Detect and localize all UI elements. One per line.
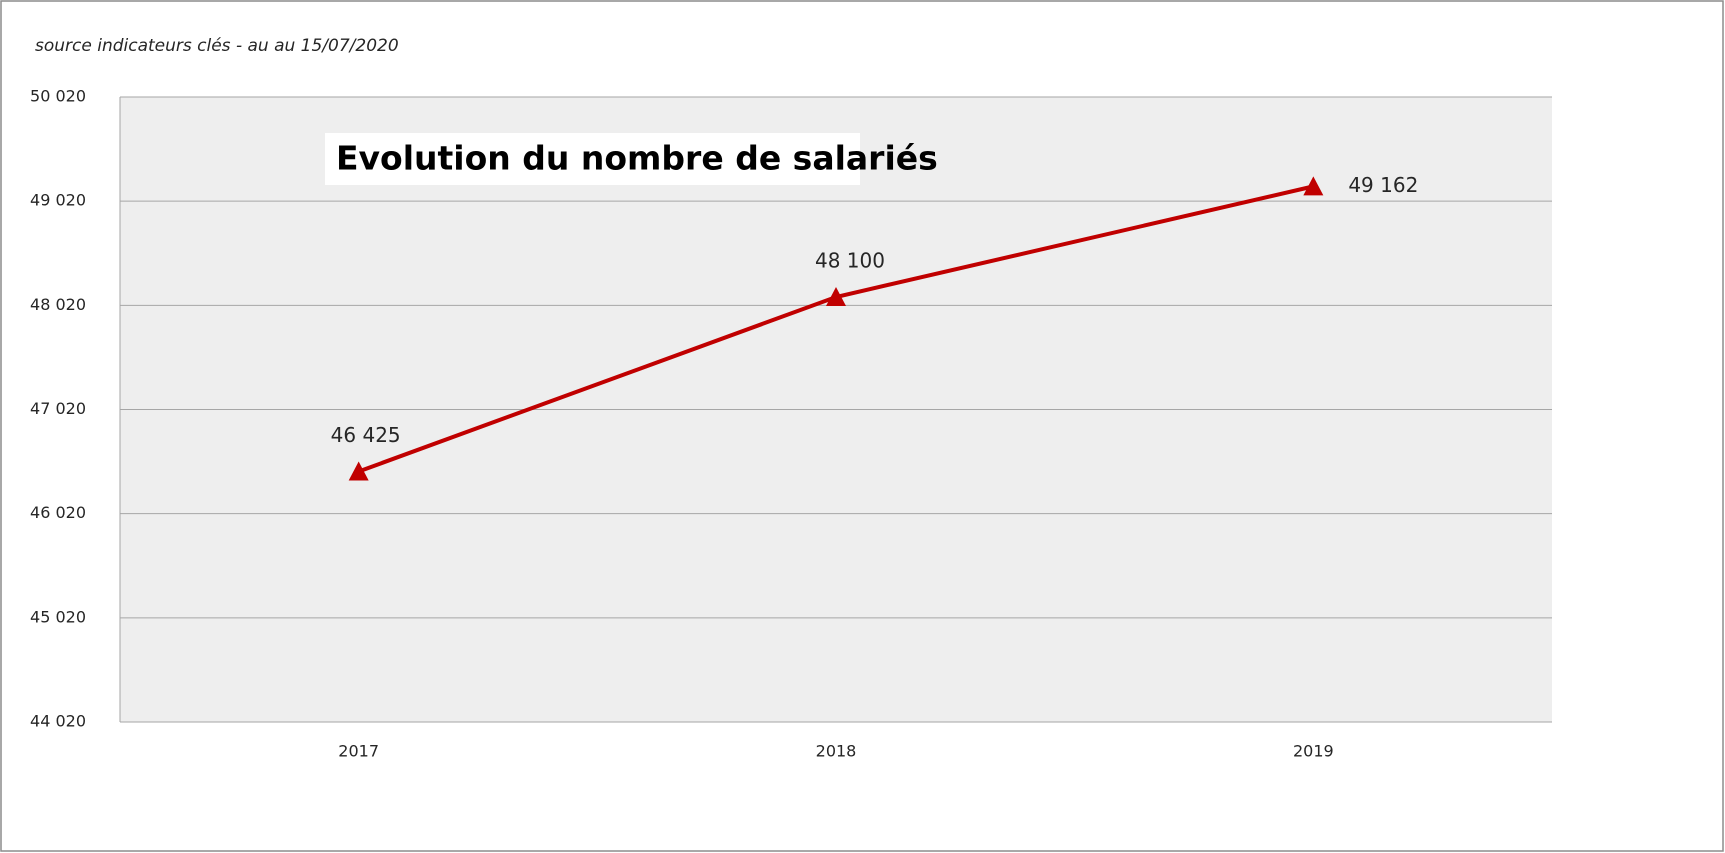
data-label: 48 100 xyxy=(815,249,885,273)
chart-subtitle: source indicateurs clés - au au 15/07/20… xyxy=(35,36,399,56)
data-label: 49 162 xyxy=(1348,173,1418,197)
x-tick-label: 2019 xyxy=(1293,742,1334,761)
title-box xyxy=(325,133,860,185)
y-tick-label: 50 020 xyxy=(30,87,86,106)
y-tick-label: 46 020 xyxy=(30,503,86,522)
marker xyxy=(1303,176,1324,196)
marker xyxy=(826,287,846,306)
x-tick-label: 2017 xyxy=(338,742,379,761)
x-tick-label: 2018 xyxy=(816,742,857,761)
y-tick-label: 44 020 xyxy=(30,712,86,731)
y-tick-label: 45 020 xyxy=(30,607,86,626)
y-tick-label: 47 020 xyxy=(30,399,86,418)
y-tick-label: 48 020 xyxy=(30,295,86,314)
y-tick-label: 49 020 xyxy=(30,191,86,210)
chart-title: Evolution du nombre de salariés xyxy=(336,139,938,178)
data-label: 46 425 xyxy=(331,423,401,447)
marker xyxy=(348,461,369,481)
